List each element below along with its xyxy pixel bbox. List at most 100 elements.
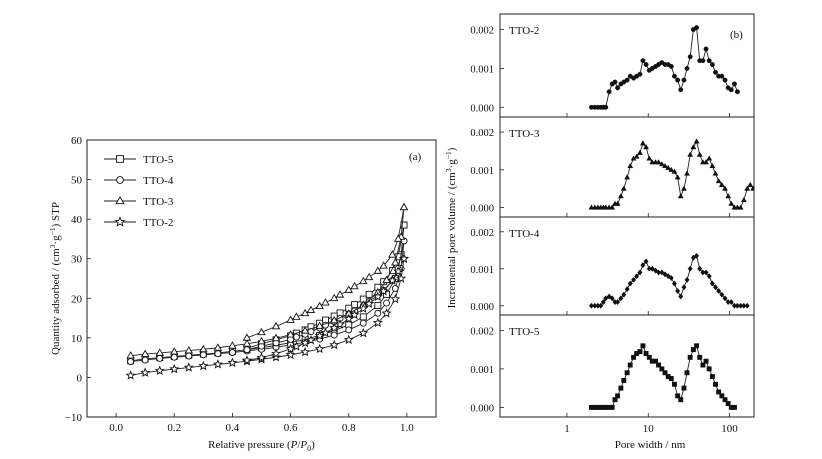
panel-a-x-tick-label: 0.6: [284, 422, 298, 434]
series-tto-5: [127, 221, 408, 365]
data-point: [387, 275, 398, 285]
panel-a-y-tick-label: 10: [71, 333, 83, 345]
data-point: [609, 295, 615, 302]
data-point: [271, 333, 281, 342]
data-point: [728, 200, 735, 206]
data-point: [286, 315, 295, 323]
data-point: [140, 349, 150, 357]
data-point: [213, 343, 223, 351]
data-point: [668, 166, 675, 172]
data-point: [390, 293, 401, 304]
data-point: [715, 178, 722, 184]
data-point: [709, 62, 715, 67]
data-point: [344, 285, 353, 293]
data-point: [345, 326, 353, 334]
data-point: [700, 362, 706, 368]
panel-b-label: (b): [730, 29, 743, 41]
data-point: [713, 69, 718, 75]
data-point: [653, 358, 659, 364]
subpanel-name: TTO-4: [509, 228, 540, 240]
data-point: [228, 341, 237, 349]
data-point: [658, 161, 665, 167]
data-point: [242, 339, 252, 347]
data-point: [671, 73, 677, 79]
data-point: [719, 291, 725, 298]
subpanel-name: TTO-2: [509, 25, 539, 37]
data-point: [662, 271, 668, 278]
panel-b-x-axis-label: Pore width / nm: [615, 439, 686, 451]
data-point: [668, 274, 674, 282]
data-point: [656, 362, 662, 368]
adsorption-line: [130, 225, 405, 362]
data-point: [659, 366, 665, 372]
data-point: [675, 393, 681, 399]
data-point: [640, 343, 646, 349]
data-point: [690, 254, 696, 261]
data-point: [314, 343, 325, 354]
data-point: [399, 202, 409, 211]
data-point: [140, 367, 151, 377]
data-point: [170, 353, 178, 361]
data-point: [633, 153, 640, 159]
panel-b-y-tick-label: 0.000: [470, 204, 494, 215]
data-point: [257, 327, 266, 336]
data-point: [314, 330, 325, 341]
panel-a-y-tick-label: 0: [77, 372, 83, 384]
data-point: [677, 193, 684, 199]
data-point: [741, 302, 747, 309]
data-point: [687, 151, 694, 157]
data-point: [694, 343, 700, 349]
data-point: [606, 89, 612, 95]
data-point: [621, 291, 627, 298]
data-point: [709, 162, 716, 169]
subpanel-name: TTO-3: [509, 128, 540, 140]
panel-a-y-axis-label: Quantity adsorbed / (cm3·g−1) STP: [48, 202, 62, 355]
legend-label: TTO-5: [143, 154, 174, 166]
data-point: [388, 250, 397, 258]
panel-b-subpanels: 0.000 0.001 0.002 TTO-2 0.000 0.001 0.002 TTO-3…: [470, 13, 755, 418]
panel-b-y-tick-label: 0.000: [470, 403, 494, 414]
data-point: [271, 348, 282, 358]
panel-a-x-tick-label: 0.2: [167, 422, 181, 434]
data-point: [349, 309, 360, 320]
panel-b-subpanel-tto-5: 0.000 0.001 0.002 TTO-5: [470, 314, 755, 418]
data-point: [718, 181, 725, 187]
data-point: [343, 334, 354, 345]
data-point: [665, 164, 672, 170]
data-point: [740, 196, 747, 203]
panel-a-x-tick-label: 0.0: [109, 422, 123, 434]
data-point: [700, 58, 706, 64]
panel-b-y-tick-label: 0.002: [470, 128, 494, 139]
panel-b-x-tick-label: 1: [564, 423, 570, 435]
data-point: [643, 144, 650, 150]
data-point: [693, 138, 700, 144]
data-point: [659, 269, 665, 276]
data-point: [703, 358, 709, 364]
data-point: [684, 170, 690, 176]
data-point: [696, 151, 703, 157]
data-point: [728, 299, 734, 306]
data-point: [286, 330, 295, 338]
data-point: [393, 234, 403, 242]
data-point: [320, 327, 331, 337]
data-point: [662, 370, 668, 376]
data-point: [636, 149, 643, 155]
data-point: [687, 354, 693, 360]
data-point: [690, 144, 697, 150]
data-point: [671, 168, 678, 174]
data-point: [141, 356, 149, 364]
data-point: [725, 193, 732, 199]
data-point: [631, 276, 637, 283]
data-point: [744, 302, 750, 309]
data-point: [713, 381, 718, 387]
data-point: [734, 89, 740, 95]
legend-item: TTO-2: [104, 216, 173, 229]
data-point: [668, 64, 674, 69]
data-point: [615, 299, 621, 306]
data-point: [687, 54, 693, 60]
data-point: [719, 73, 725, 79]
data-point: [391, 258, 400, 266]
data-point: [624, 370, 630, 376]
panel-b-y-tick-label: 0.000: [470, 302, 494, 313]
series-tto-3: [126, 202, 409, 359]
